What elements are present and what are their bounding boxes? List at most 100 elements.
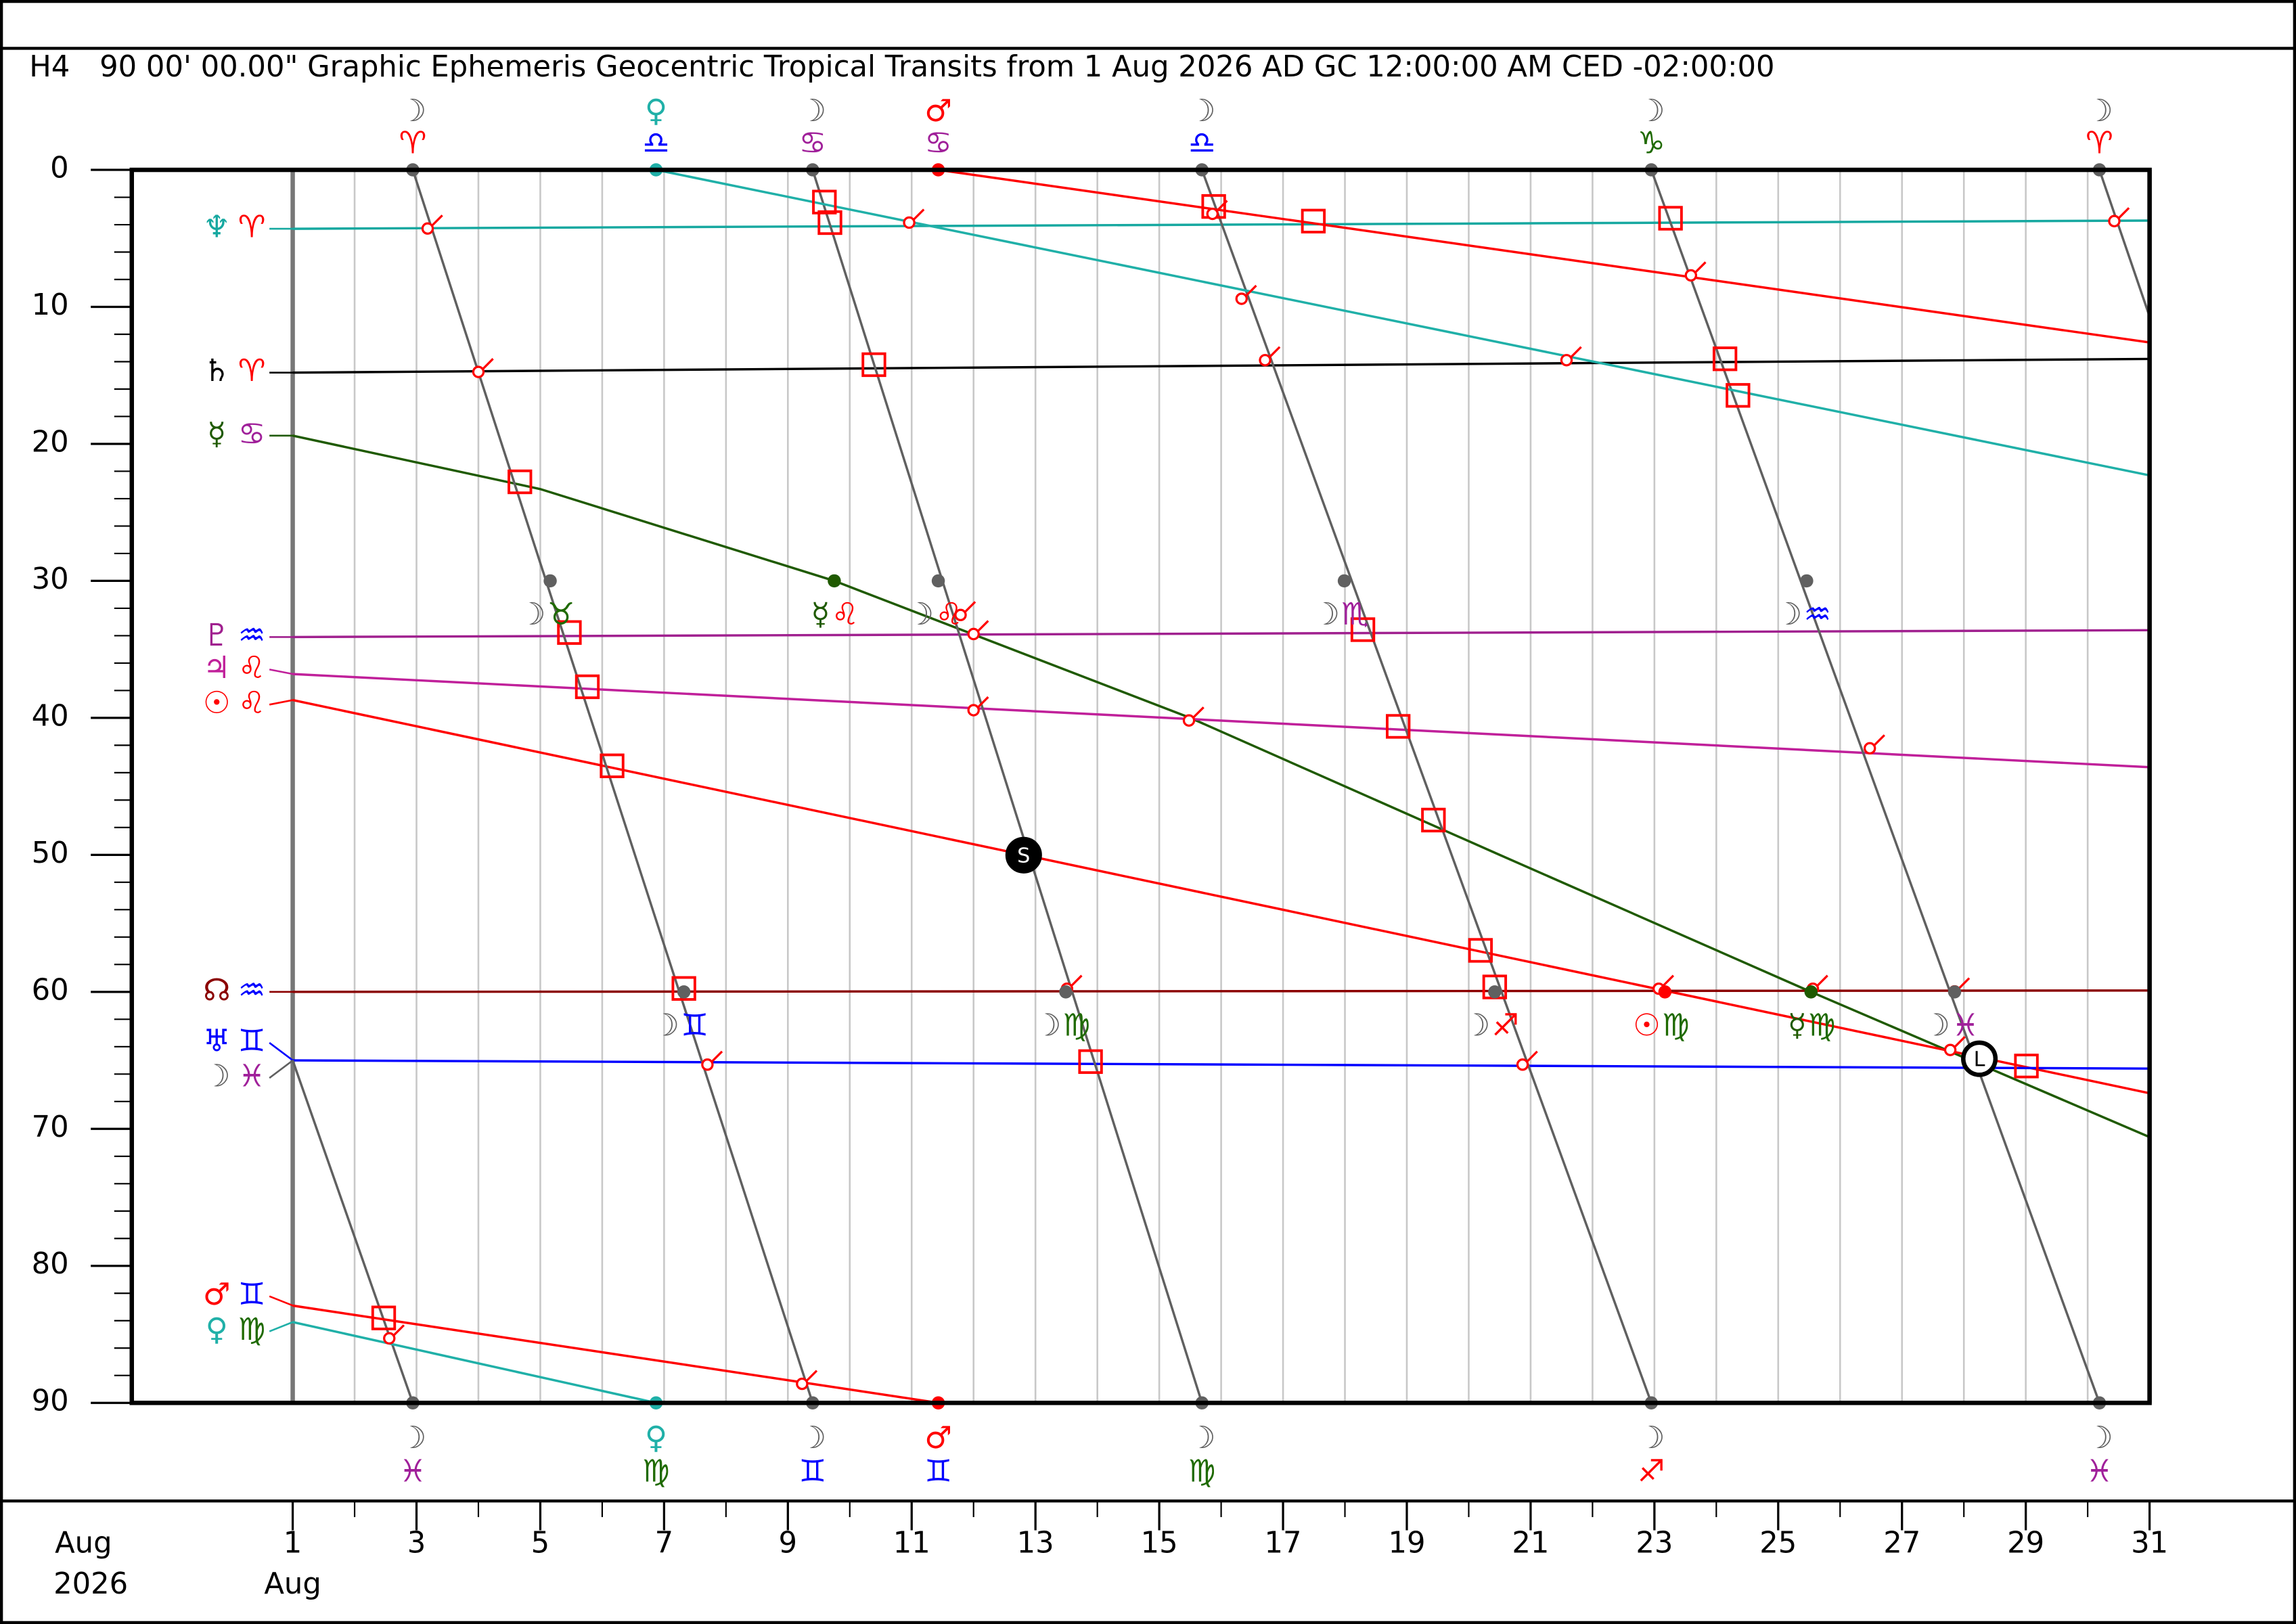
ingress-planet: ♂ (924, 93, 952, 129)
legend-sign: ♓ (238, 1058, 266, 1094)
square-aspect (861, 352, 886, 378)
event-marker (1005, 836, 1042, 874)
square-aspect (1386, 714, 1411, 739)
minor-aspect-tick (2117, 207, 2130, 219)
ingress-planet: ☉ (1633, 1007, 1661, 1043)
x-tick-label: 27 (1883, 1527, 1920, 1560)
y-tick-label: 70 (32, 1110, 69, 1144)
square-aspect (508, 469, 533, 495)
minor-aspect-ring (1560, 354, 1573, 367)
chart-title: 90 00' 00.00" Graphic Ephemeris Geocentr… (99, 50, 1774, 84)
y-tick-label: 80 (32, 1247, 69, 1281)
ingress-sign: ♊ (681, 1007, 708, 1043)
ingress-dot (1658, 985, 1672, 999)
ingress-planet: ☽ (2086, 1420, 2113, 1456)
series-line (291, 169, 2151, 1403)
ingress-planet: ♀ (645, 1420, 667, 1456)
square-aspect (671, 976, 696, 1001)
ingress-sign: ♍ (1662, 1007, 1690, 1043)
y-tick-label: 40 (32, 699, 69, 733)
ingress-sign: ♌ (832, 596, 859, 632)
ingress-sign: ♒ (1804, 596, 1832, 632)
minor-aspect-ring (701, 1058, 714, 1071)
x-start-month: Aug (264, 1567, 321, 1601)
legend-planet: ☿ (207, 415, 226, 451)
minor-aspect-ring (2108, 215, 2121, 227)
minor-aspect-tick (1570, 346, 1582, 359)
minor-aspect (1206, 200, 1228, 221)
legend-sign: ♊ (238, 1023, 266, 1059)
x-tick-label: 31 (2131, 1527, 2168, 1560)
ingress-sign: ♍ (1808, 1007, 1836, 1043)
minor-aspect-ring (1182, 714, 1196, 727)
ingress-sign: ♋ (924, 125, 952, 161)
legend-sign: ♒ (238, 972, 266, 1008)
minor-aspect (421, 215, 443, 235)
minor-aspect-ring (796, 1377, 809, 1391)
ingress-planet: ☽ (2086, 93, 2113, 129)
legend-leader (269, 1295, 294, 1307)
minor-aspect (1560, 346, 1582, 367)
ingress-dot (1804, 985, 1818, 999)
minor-aspect-tick (1954, 1036, 1966, 1048)
minor-aspect (701, 1050, 723, 1071)
ingress-sign: ♓ (1952, 1007, 1979, 1043)
ingress-sign: ♓ (399, 1453, 427, 1489)
legend-sign: ♊ (238, 1276, 266, 1312)
legend-leader (269, 1042, 294, 1062)
y-tick-label: 30 (32, 562, 69, 596)
lines (291, 168, 2151, 1404)
x-tick-label: 21 (1512, 1527, 1549, 1560)
square-aspect (1712, 346, 1738, 371)
ingress-planet: ☿ (1788, 1007, 1807, 1043)
ingress-sign: ♊ (799, 1453, 827, 1489)
minor-aspect-ring (1684, 269, 1698, 282)
plot-border (129, 167, 2152, 1405)
ingress-planet: ☿ (811, 596, 830, 632)
minor-aspect-tick (1526, 1050, 1538, 1063)
x-tick-label: 25 (1759, 1527, 1797, 1560)
minor-aspect-ring (1863, 742, 1876, 755)
series-line (292, 1059, 2150, 1070)
marks: ☽ ♉ ☿ ♌ ☽ ♌ ☽ ♏ ☽ ♒☽ ♊ ☽ ♍ ☽ ♐ ☉ ♍ ☿ ♍ ☽ ♓SL (371, 163, 2130, 1409)
x-tick-label: 29 (2007, 1527, 2044, 1560)
minor-aspect (903, 208, 925, 229)
event-label: L (1974, 1047, 1985, 1071)
legend-leader (269, 699, 294, 706)
ingress-dot (677, 985, 691, 999)
x-tick-label: 19 (1388, 1527, 1425, 1560)
event-marker (1961, 1040, 1998, 1077)
ingress-sign: ♏ (1341, 596, 1369, 632)
square-aspect (812, 189, 837, 215)
minor-aspect-tick (1268, 346, 1281, 359)
minor-aspect (1235, 284, 1257, 305)
ingress-dot (828, 574, 841, 588)
ingress-planet: ☽ (1638, 93, 1665, 129)
minor-aspect-tick (1816, 974, 1828, 987)
ingress-dot (1488, 985, 1502, 999)
ingress-sign: ♋ (799, 125, 827, 161)
legend-planet: ♀ (206, 1311, 228, 1347)
minor-aspect-tick (1071, 974, 1083, 987)
legend-sign: ♌ (238, 650, 266, 685)
x-tick-label: 9 (779, 1527, 798, 1560)
minor-aspect-tick (431, 215, 443, 227)
minor-aspect (1516, 1050, 1538, 1071)
ingress-planet: ☽ (1638, 1420, 1665, 1456)
legend-planet: ♃ (203, 650, 231, 685)
event-label: S (1017, 844, 1030, 867)
legend-sign: ♍ (238, 1311, 266, 1347)
minor-aspect-tick (977, 696, 989, 708)
ingress-dot (1337, 574, 1351, 588)
minor-aspect-tick (912, 208, 925, 221)
square-aspect (557, 620, 582, 645)
ingress-sign: ♐ (1638, 1453, 1665, 1489)
x-tick-label: 3 (407, 1527, 426, 1560)
x-tick-label: 17 (1265, 1527, 1302, 1560)
minor-aspect-ring (967, 704, 980, 717)
ingress-dot (1059, 985, 1073, 999)
y-tick-label: 50 (32, 836, 69, 870)
minor-aspect-ring (421, 222, 434, 235)
ingress-sign: ♍ (1188, 1453, 1216, 1489)
